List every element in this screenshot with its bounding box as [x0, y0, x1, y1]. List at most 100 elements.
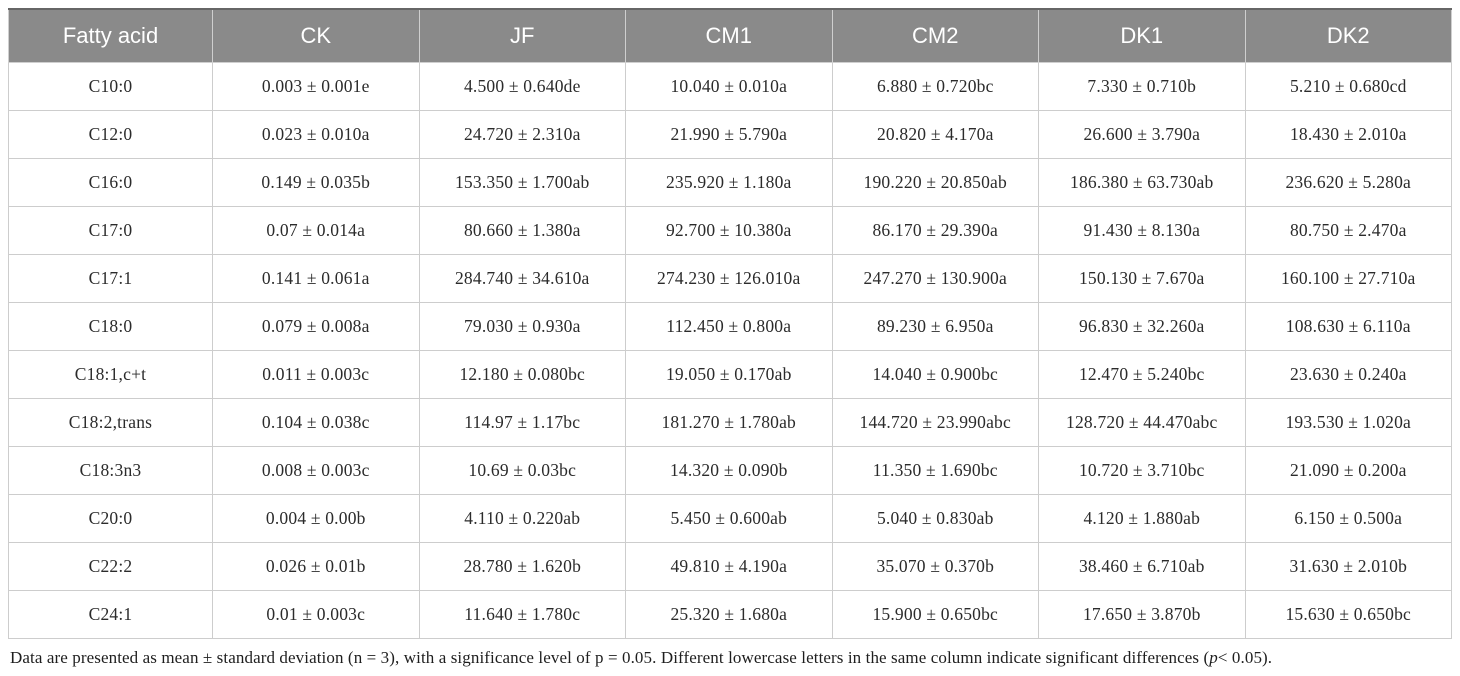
value-cell-cm1: 92.700 ± 10.380a [625, 206, 833, 255]
value-cell-ck: 0.01 ± 0.003c [212, 590, 420, 639]
value-cell-dk1: 150.130 ± 7.670a [1038, 254, 1246, 303]
table-row-c18-0: C18:0 0.079 ± 0.008a 79.030 ± 0.930a 112.45… [8, 302, 1452, 351]
value-cell-cm1: 5.450 ± 0.600ab [625, 494, 833, 543]
value-cell-cm2: 5.040 ± 0.830ab [831, 494, 1039, 543]
table-row-c20-0: C20:0 0.004 ± 0.00b 4.110 ± 0.220ab 5.450 ±… [8, 494, 1452, 543]
value-cell-dk1: 26.600 ± 3.790a [1038, 110, 1246, 159]
fatty-acid-table: Fatty acid CK JF CM1 CM2 DK1 DK2 C10:0 0.003 ± … [8, 8, 1452, 639]
column-header-dk1: DK1 [1038, 8, 1246, 63]
value-cell-ck: 0.079 ± 0.008a [212, 302, 420, 351]
header-row: Fatty acid CK JF CM1 CM2 DK1 DK2 [8, 8, 1452, 63]
value-cell-ck: 0.104 ± 0.038c [212, 398, 420, 447]
value-cell-jf: 4.110 ± 0.220ab [418, 494, 626, 543]
value-cell-cm2: 35.070 ± 0.370b [831, 542, 1039, 591]
value-cell-ck: 0.004 ± 0.00b [212, 494, 420, 543]
table-body: C10:0 0.003 ± 0.001e 4.500 ± 0.640de 10.040… [8, 62, 1452, 639]
table-row-c18-1-c-t: C18:1,c+t 0.011 ± 0.003c 12.180 ± 0.080bc 1… [8, 350, 1452, 399]
value-cell-cm2: 190.220 ± 20.850ab [831, 158, 1039, 207]
value-cell-dk2: 6.150 ± 0.500a [1244, 494, 1452, 543]
value-cell-dk2: 193.530 ± 1.020a [1244, 398, 1452, 447]
fatty-acid-label: C10:0 [8, 62, 213, 111]
table-row-c18-3n3: C18:3n3 0.008 ± 0.003c 10.69 ± 0.03bc 14.32… [8, 446, 1452, 495]
fatty-acid-label: C16:0 [8, 158, 213, 207]
fatty-acid-label: C17:0 [8, 206, 213, 255]
value-cell-cm1: 274.230 ± 126.010a [625, 254, 833, 303]
value-cell-dk1: 38.460 ± 6.710ab [1038, 542, 1246, 591]
column-header-dk2: DK2 [1244, 8, 1452, 63]
value-cell-cm2: 89.230 ± 6.950a [831, 302, 1039, 351]
value-cell-dk2: 23.630 ± 0.240a [1244, 350, 1452, 399]
table-row-c17-0: C17:0 0.07 ± 0.014a 80.660 ± 1.380a 92.700 … [8, 206, 1452, 255]
value-cell-jf: 10.69 ± 0.03bc [418, 446, 626, 495]
fatty-acid-label: C17:1 [8, 254, 213, 303]
value-cell-dk2: 108.630 ± 6.110a [1244, 302, 1452, 351]
value-cell-jf: 28.780 ± 1.620b [418, 542, 626, 591]
value-cell-dk1: 12.470 ± 5.240bc [1038, 350, 1246, 399]
fatty-acid-label: C24:1 [8, 590, 213, 639]
fatty-acid-label: C18:3n3 [8, 446, 213, 495]
footnote-italic-p: p [1209, 648, 1218, 667]
value-cell-ck: 0.011 ± 0.003c [212, 350, 420, 399]
value-cell-dk1: 7.330 ± 0.710b [1038, 62, 1246, 111]
table-row-c22-2: C22:2 0.026 ± 0.01b 28.780 ± 1.620b 49.810 … [8, 542, 1452, 591]
value-cell-cm2: 20.820 ± 4.170a [831, 110, 1039, 159]
value-cell-cm1: 181.270 ± 1.780ab [625, 398, 833, 447]
value-cell-cm1: 235.920 ± 1.180a [625, 158, 833, 207]
value-cell-cm2: 247.270 ± 130.900a [831, 254, 1039, 303]
value-cell-dk1: 10.720 ± 3.710bc [1038, 446, 1246, 495]
fatty-acid-label: C20:0 [8, 494, 213, 543]
value-cell-jf: 114.97 ± 1.17bc [418, 398, 626, 447]
value-cell-jf: 4.500 ± 0.640de [418, 62, 626, 111]
value-cell-cm1: 21.990 ± 5.790a [625, 110, 833, 159]
column-header-ck: CK [212, 8, 420, 63]
value-cell-ck: 0.07 ± 0.014a [212, 206, 420, 255]
value-cell-dk2: 160.100 ± 27.710a [1244, 254, 1452, 303]
value-cell-dk2: 21.090 ± 0.200a [1244, 446, 1452, 495]
column-header-jf: JF [418, 8, 626, 63]
value-cell-ck: 0.149 ± 0.035b [212, 158, 420, 207]
value-cell-cm1: 112.450 ± 0.800a [625, 302, 833, 351]
fatty-acid-label: C18:1,c+t [8, 350, 213, 399]
value-cell-cm1: 49.810 ± 4.190a [625, 542, 833, 591]
value-cell-jf: 11.640 ± 1.780c [418, 590, 626, 639]
footnote-text-2: < 0.05). [1217, 648, 1273, 667]
value-cell-jf: 79.030 ± 0.930a [418, 302, 626, 351]
table-row-c12-0: C12:0 0.023 ± 0.010a 24.720 ± 2.310a 21.990… [8, 110, 1452, 159]
value-cell-dk2: 5.210 ± 0.680cd [1244, 62, 1452, 111]
column-header-cm2: CM2 [831, 8, 1039, 63]
value-cell-cm2: 6.880 ± 0.720bc [831, 62, 1039, 111]
column-header-cm1: CM1 [625, 8, 833, 63]
value-cell-dk1: 17.650 ± 3.870b [1038, 590, 1246, 639]
value-cell-cm1: 10.040 ± 0.010a [625, 62, 833, 111]
value-cell-jf: 80.660 ± 1.380a [418, 206, 626, 255]
table-row-c18-2-trans: C18:2,trans 0.104 ± 0.038c 114.97 ± 1.17bc… [8, 398, 1452, 447]
table-row-c17-1: C17:1 0.141 ± 0.061a 284.740 ± 34.610a 274.… [8, 254, 1452, 303]
value-cell-ck: 0.008 ± 0.003c [212, 446, 420, 495]
fatty-acid-label: C18:0 [8, 302, 213, 351]
value-cell-jf: 12.180 ± 0.080bc [418, 350, 626, 399]
value-cell-ck: 0.003 ± 0.001e [212, 62, 420, 111]
value-cell-dk1: 96.830 ± 32.260a [1038, 302, 1246, 351]
column-header-fatty-acid: Fatty acid [8, 8, 213, 63]
value-cell-dk2: 80.750 ± 2.470a [1244, 206, 1452, 255]
value-cell-jf: 153.350 ± 1.700ab [418, 158, 626, 207]
fatty-acid-label: C22:2 [8, 542, 213, 591]
value-cell-ck: 0.026 ± 0.01b [212, 542, 420, 591]
value-cell-cm1: 14.320 ± 0.090b [625, 446, 833, 495]
value-cell-dk1: 4.120 ± 1.880ab [1038, 494, 1246, 543]
value-cell-dk1: 128.720 ± 44.470abc [1038, 398, 1246, 447]
value-cell-dk1: 91.430 ± 8.130a [1038, 206, 1246, 255]
value-cell-dk2: 31.630 ± 2.010b [1244, 542, 1452, 591]
value-cell-cm2: 14.040 ± 0.900bc [831, 350, 1039, 399]
value-cell-cm2: 11.350 ± 1.690bc [831, 446, 1039, 495]
value-cell-cm1: 19.050 ± 0.170ab [625, 350, 833, 399]
table-row-c10-0: C10:0 0.003 ± 0.001e 4.500 ± 0.640de 10.040… [8, 62, 1452, 111]
value-cell-cm2: 86.170 ± 29.390a [831, 206, 1039, 255]
value-cell-dk2: 236.620 ± 5.280a [1244, 158, 1452, 207]
value-cell-cm2: 15.900 ± 0.650bc [831, 590, 1039, 639]
table-row-c24-1: C24:1 0.01 ± 0.003c 11.640 ± 1.780c 25.320 … [8, 590, 1452, 639]
value-cell-dk2: 18.430 ± 2.010a [1244, 110, 1452, 159]
value-cell-cm2: 144.720 ± 23.990abc [831, 398, 1039, 447]
value-cell-cm1: 25.320 ± 1.680a [625, 590, 833, 639]
